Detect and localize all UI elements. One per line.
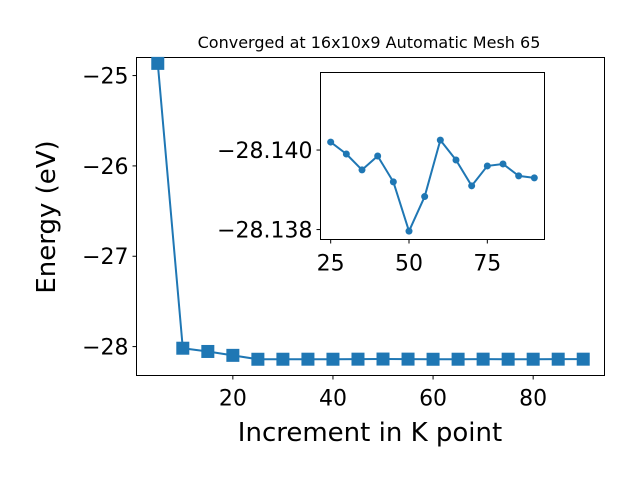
inset-data-point [483,162,491,170]
main-data-point [376,352,390,366]
main-data-point [451,352,465,366]
inset-data-point [374,152,382,160]
y-axis-label: Energy (eV) [32,140,62,293]
x-axis-label: Increment in K point [238,418,502,448]
main-data-point [526,352,540,366]
main-ytick-label: −27 [82,245,128,270]
inset-data-point [530,174,538,182]
inset-data-point [515,172,523,180]
main-data-point [351,352,365,366]
inset-data-point [436,136,444,144]
main-ytick-label: −26 [82,155,128,180]
inset-xtick-label: 75 [473,252,501,277]
main-data-point [326,352,340,366]
main-data-point [576,352,590,366]
inset-ytick-label: −28.138 [217,218,312,243]
main-data-point [201,344,215,358]
main-data-point [276,352,290,366]
main-data-point [251,352,265,366]
inset-data-point [358,166,366,174]
inset-ytick-label: −28.140 [217,139,312,164]
main-data-point [476,352,490,366]
inset-data-point [327,138,335,146]
inset-data-point [405,227,413,235]
inset-data-point [452,156,460,164]
main-data-point [551,352,565,366]
inset-data-point [342,150,350,158]
inset-data-point [468,182,476,190]
main-data-point [426,352,440,366]
main-xtick-label: 40 [319,387,347,412]
inset-plot-frame [320,72,545,240]
main-data-point [151,56,165,70]
main-ytick-label: −25 [82,64,128,89]
main-xtick-label: 60 [419,387,447,412]
main-data-point [176,341,190,355]
main-ytick-label: −28 [82,336,128,361]
main-data-point [226,348,240,362]
inset-xtick-label: 25 [317,252,345,277]
main-xtick-label: 80 [519,387,547,412]
inset-xtick-label: 50 [395,252,423,277]
main-data-point [501,352,515,366]
inset-plot-bg [320,72,545,240]
main-xtick-label: 20 [219,387,247,412]
main-data-point [401,352,415,366]
main-data-point [301,352,315,366]
main-plot-frame [136,57,605,376]
chart-title: Converged at 16x10x9 Automatic Mesh 65 [198,33,541,52]
inset-data-point [421,193,429,201]
inset-data-point [499,160,507,168]
inset-data-point [389,178,397,186]
